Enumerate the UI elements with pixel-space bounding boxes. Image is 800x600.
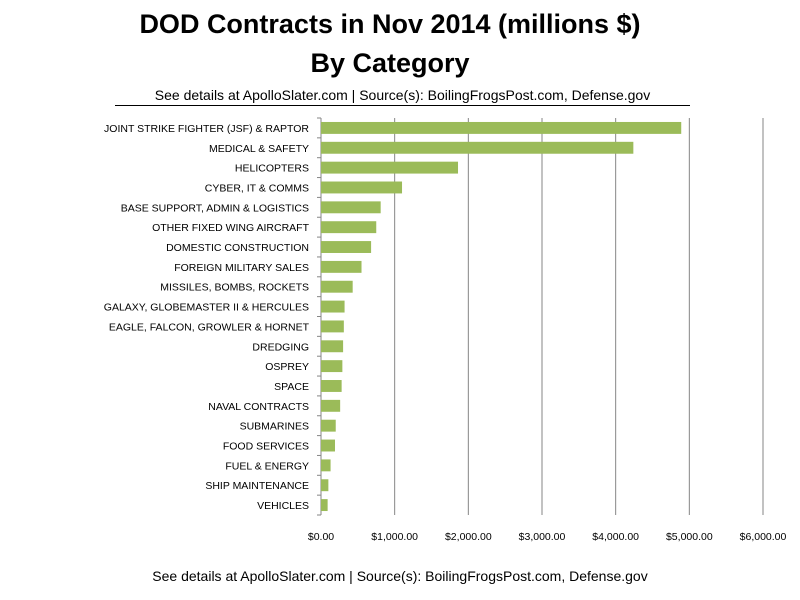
x-tick-label: $4,000.00	[592, 531, 639, 543]
bar	[321, 340, 344, 353]
category-label: HELICOPTERS	[235, 163, 309, 175]
bar	[321, 241, 372, 253]
category-label: DREDGING	[252, 341, 309, 353]
category-label: NAVAL CONTRACTS	[208, 401, 309, 413]
category-label: SUBMARINES	[240, 421, 309, 433]
bar	[321, 360, 343, 373]
chart-title: DOD Contracts in Nov 2014 (millions $)	[139, 9, 641, 39]
category-label: MEDICAL & SAFETY	[209, 143, 309, 155]
bar	[321, 499, 328, 512]
bar	[321, 161, 459, 174]
category-label: GALAXY, GLOBEMASTER II & HERCULES	[104, 302, 309, 314]
chart-footer: See details at ApolloSlater.com | Source…	[152, 568, 648, 584]
x-tick-label: $3,000.00	[519, 531, 566, 543]
x-tick-label: $6,000.00	[740, 531, 787, 543]
category-label: FUEL & ENERGY	[225, 460, 309, 472]
bar	[321, 399, 341, 412]
category-label: CYBER, IT & COMMS	[205, 182, 309, 194]
category-label: DOMESTIC CONSTRUCTION	[166, 242, 309, 254]
category-label: SPACE	[274, 381, 309, 393]
bar	[321, 300, 345, 313]
chart-title-line2: By Category	[310, 48, 470, 78]
category-label: MISSILES, BOMBS, ROCKETS	[160, 282, 309, 294]
category-label: OSPREY	[265, 361, 309, 373]
bar	[321, 320, 344, 333]
bar	[321, 141, 634, 154]
category-label: FOREIGN MILITARY SALES	[174, 262, 309, 274]
bar	[321, 380, 342, 392]
bar	[321, 479, 329, 492]
bar	[321, 181, 403, 194]
bar	[321, 419, 336, 432]
category-label: SHIP MAINTENANCE	[205, 480, 309, 492]
bar	[321, 280, 353, 293]
x-tick-label: $0.00	[308, 531, 334, 543]
x-tick-label: $1,000.00	[371, 531, 418, 543]
bar-chart: JOINT STRIKE FIGHTER (JSF) & RAPTOR MEDIC…	[104, 117, 787, 543]
bar	[321, 221, 377, 234]
bar	[321, 439, 335, 452]
bar	[321, 121, 682, 134]
category-label: JOINT STRIKE FIGHTER (JSF) & RAPTOR	[104, 123, 309, 135]
x-tick-label: $2,000.00	[445, 531, 492, 543]
category-label: VEHICLES	[257, 500, 309, 512]
bar	[321, 459, 331, 472]
bar	[321, 201, 381, 214]
bar	[321, 260, 362, 273]
category-label: BASE SUPPORT, ADMIN & LOGISTICS	[121, 202, 309, 214]
category-label: FOOD SERVICES	[223, 441, 309, 453]
category-label: EAGLE, FALCON, GROWLER & HORNET	[109, 321, 310, 333]
category-label: OTHER FIXED WING AIRCRAFT	[152, 222, 310, 234]
chart-subtitle: See details at ApolloSlater.com | Source…	[115, 86, 690, 106]
x-tick-label: $5,000.00	[666, 531, 713, 543]
